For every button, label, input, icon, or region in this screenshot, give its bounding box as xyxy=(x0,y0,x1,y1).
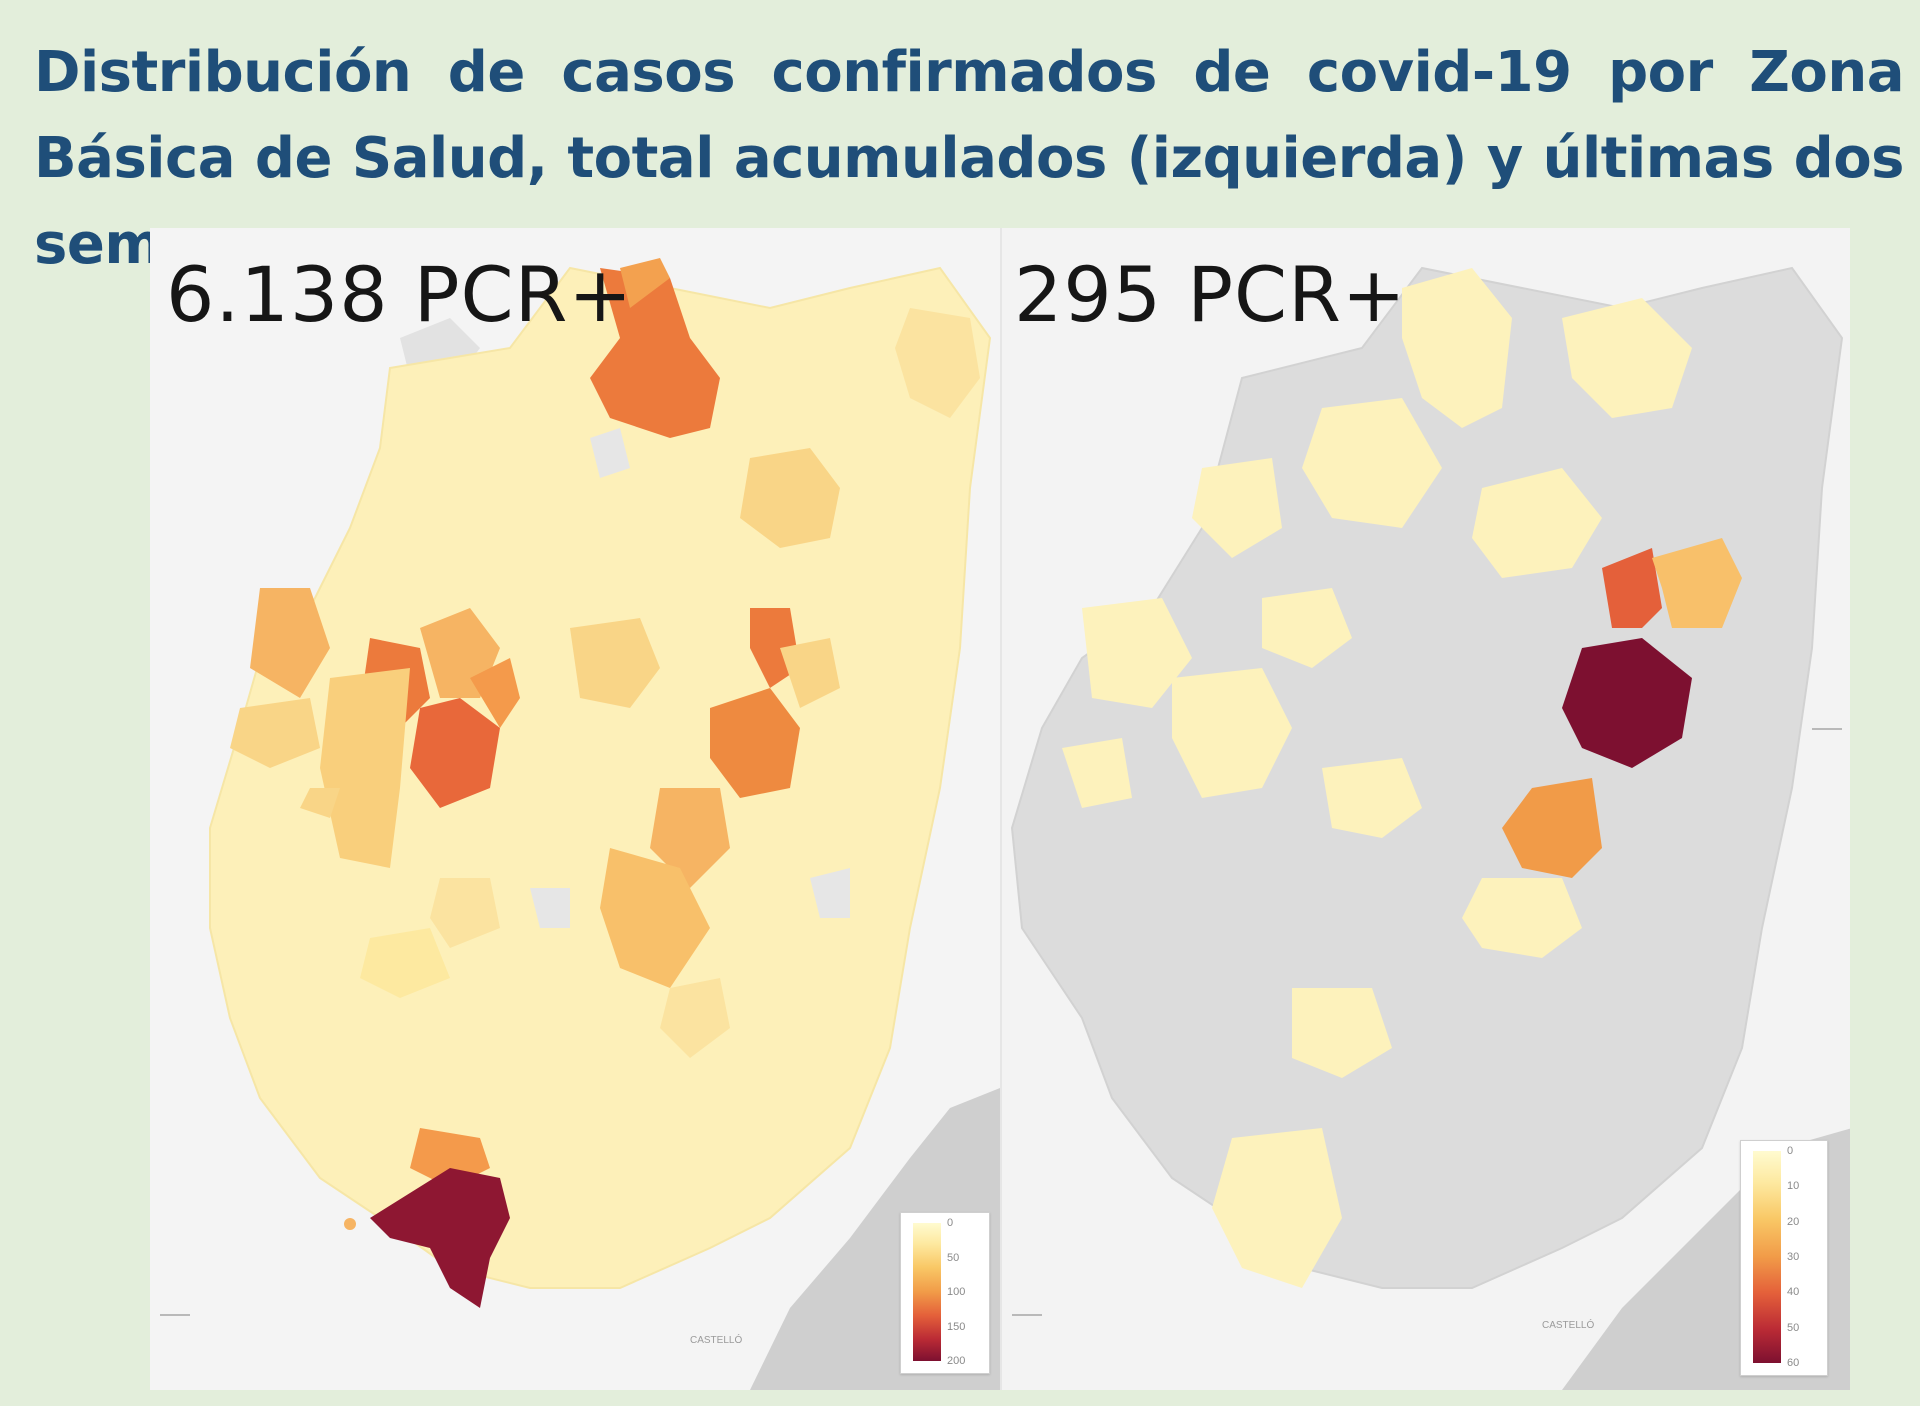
map-total-cases[interactable]: CASTELLÓ 6.138 PCR+ 0 50 100 150 200 xyxy=(150,228,1000,1390)
choropleth-map-recent: CASTELLÓ xyxy=(1002,228,1850,1390)
zone-south xyxy=(1212,1128,1342,1288)
zone-west-south xyxy=(1062,738,1132,808)
legend-tick: 0 xyxy=(947,1217,954,1229)
zone-center-north xyxy=(740,448,840,548)
basemap-road xyxy=(160,1314,190,1316)
zone-east-pale xyxy=(1462,878,1582,958)
maps-container: CASTELLÓ 6.138 PCR+ 0 50 100 150 200 xyxy=(150,228,1850,1390)
zone-north xyxy=(1402,268,1512,428)
zone-center-high xyxy=(410,698,500,808)
basemap-road xyxy=(1012,1314,1042,1316)
zone-center-west xyxy=(1172,668,1292,798)
legend-tick: 10 xyxy=(1787,1180,1800,1193)
legend-recent: 0 10 20 30 40 50 60 xyxy=(1740,1140,1828,1376)
zone-center-east xyxy=(570,618,660,708)
zone-east-orange-light xyxy=(1652,538,1742,628)
basemap-label: CASTELLÓ xyxy=(1542,1318,1594,1331)
zone-east-red xyxy=(1602,548,1662,628)
zone-south-center xyxy=(430,878,500,948)
zone-southeast xyxy=(650,788,730,888)
page-title: Distribución de casos confirmados de cov… xyxy=(34,40,1905,277)
recent-pcr-label: 295 PCR+ xyxy=(1014,250,1407,339)
zone-northeast xyxy=(1562,298,1692,418)
zone-center-north-west xyxy=(1192,458,1282,558)
zone-southeast-2 xyxy=(600,848,710,988)
zone-south-dot xyxy=(344,1218,356,1230)
legend-tick: 50 xyxy=(1787,1321,1800,1334)
map-recent-cases[interactable]: CASTELLÓ 295 PCR+ 0 10 20 30 40 50 60 xyxy=(1000,228,1850,1390)
zone-north-high xyxy=(590,268,720,438)
legend-tick: 150 xyxy=(947,1320,966,1333)
zone-west-small xyxy=(300,788,340,818)
legend-tick: 40 xyxy=(1787,1286,1800,1299)
legend-gradient-bar xyxy=(1753,1151,1781,1363)
zone-east-north xyxy=(1472,468,1602,578)
zone-west-south xyxy=(230,698,320,768)
zone-south-highest xyxy=(370,1168,510,1308)
legend-tick: 0 xyxy=(1787,1145,1794,1157)
legend-gradient-bar xyxy=(913,1223,941,1361)
zone-center-west-2 xyxy=(320,668,410,868)
zone-south xyxy=(360,928,450,998)
zone-west xyxy=(250,588,330,698)
zone-south-center xyxy=(1292,988,1392,1078)
legend-tick: 50 xyxy=(947,1251,960,1264)
legend-tick: 20 xyxy=(1787,1215,1800,1228)
legend-ticks: 0 10 20 30 40 50 60 xyxy=(1787,1145,1825,1369)
basemap-road xyxy=(1812,728,1842,730)
zone-center-south xyxy=(1322,758,1422,838)
legend-tick: 60 xyxy=(1787,1356,1800,1369)
legend-tick: 30 xyxy=(1787,1250,1800,1263)
no-data-zone xyxy=(590,428,630,478)
legend-tick: 100 xyxy=(947,1286,966,1298)
zone-east-orange xyxy=(1502,778,1602,878)
zone-northeast xyxy=(895,308,980,418)
zone-center xyxy=(1262,588,1352,668)
legend-tick: 200 xyxy=(947,1355,966,1367)
no-data-zone xyxy=(810,868,850,918)
zone-center-small xyxy=(470,658,520,728)
legend-total: 0 50 100 150 200 xyxy=(900,1212,990,1374)
basemap-label: CASTELLÓ xyxy=(690,1333,742,1346)
zone-east-high-2 xyxy=(710,688,800,798)
zone-west xyxy=(1082,598,1192,708)
zone-north-peak xyxy=(620,258,670,308)
legend-ticks: 0 50 100 150 200 xyxy=(947,1217,985,1367)
zone-southeast-3 xyxy=(660,978,730,1058)
zone-east xyxy=(780,638,840,708)
zone-east-highest xyxy=(1562,638,1692,768)
no-data-zone xyxy=(530,888,570,928)
zone-center-north xyxy=(1302,398,1442,528)
total-pcr-label: 6.138 PCR+ xyxy=(166,250,634,339)
choropleth-map-total: CASTELLÓ xyxy=(150,228,1000,1390)
